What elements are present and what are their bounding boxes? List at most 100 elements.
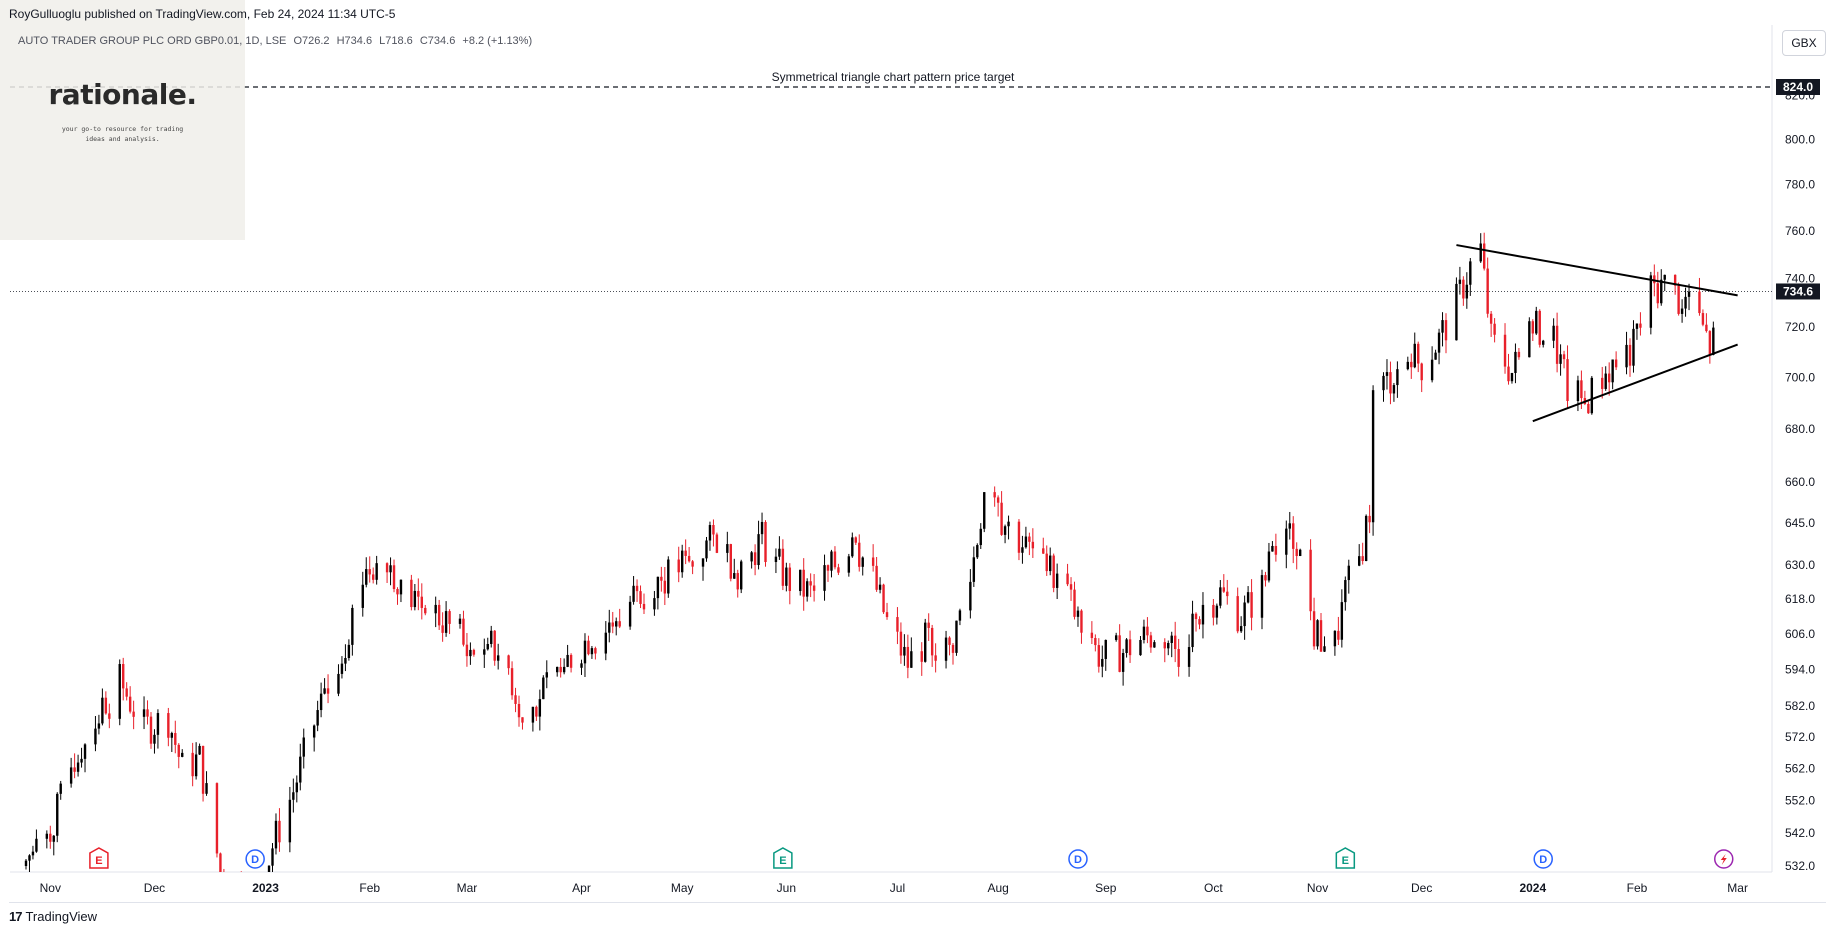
earnings-event-icon bbox=[773, 847, 793, 869]
tradingview-footer-logo[interactable]: 17 TradingView bbox=[9, 909, 97, 924]
candle-down bbox=[1462, 279, 1465, 299]
candle-down bbox=[826, 565, 830, 571]
candle-up bbox=[1680, 308, 1684, 314]
candle-up bbox=[1288, 523, 1291, 529]
candle-down bbox=[1562, 354, 1566, 360]
candle-up bbox=[337, 673, 340, 694]
candle-down bbox=[1614, 359, 1618, 368]
candle-down bbox=[875, 565, 878, 590]
candle-down bbox=[424, 607, 427, 614]
candle-down bbox=[371, 574, 375, 580]
earnings-event-letter: E bbox=[1342, 855, 1349, 867]
candle-up bbox=[59, 783, 62, 794]
candle-up bbox=[1285, 528, 1288, 555]
candle-up bbox=[205, 783, 208, 794]
candle-up bbox=[1333, 630, 1337, 647]
candle-down bbox=[1507, 366, 1510, 382]
candle-down bbox=[996, 497, 1000, 503]
candle-down bbox=[1701, 313, 1705, 325]
candle-up bbox=[1385, 372, 1389, 376]
candle-down bbox=[1080, 610, 1083, 633]
candle-up bbox=[76, 762, 80, 772]
candle-down bbox=[764, 521, 767, 563]
candle-down bbox=[146, 709, 149, 717]
candle-down bbox=[368, 569, 371, 575]
candle-down bbox=[1045, 553, 1048, 572]
candle-down bbox=[1222, 587, 1226, 592]
candle-up bbox=[1684, 296, 1687, 309]
candle-up bbox=[983, 492, 986, 529]
last-price-badge bbox=[1776, 283, 1820, 300]
candle-up bbox=[823, 565, 826, 591]
candle-up bbox=[156, 713, 160, 735]
candle-down bbox=[240, 878, 242, 908]
time-tick-label: Feb bbox=[359, 881, 380, 895]
candle-down bbox=[660, 576, 663, 581]
candle-up bbox=[1465, 284, 1469, 299]
candle-down bbox=[1705, 324, 1708, 332]
candle-up bbox=[486, 643, 489, 650]
candle-down bbox=[1656, 283, 1659, 304]
candle-down bbox=[396, 589, 399, 595]
candle-up bbox=[295, 782, 299, 793]
tradingview-icon: 17 bbox=[9, 909, 23, 924]
candle-down bbox=[1368, 515, 1371, 523]
candle-down bbox=[1538, 310, 1541, 345]
candle-up bbox=[944, 637, 948, 661]
candle-down bbox=[1069, 584, 1073, 590]
candle-up bbox=[1239, 626, 1243, 632]
candle-down bbox=[1198, 619, 1201, 625]
candle-up bbox=[1649, 275, 1653, 328]
time-tick-label: Jun bbox=[777, 881, 796, 895]
candle-up bbox=[28, 855, 31, 861]
candle-up bbox=[194, 754, 198, 777]
candle-down bbox=[49, 833, 52, 842]
candle-up bbox=[955, 620, 958, 653]
dividend-event-icon bbox=[245, 849, 265, 869]
price-tick-label: 680.0 bbox=[1785, 422, 1815, 436]
candle-up bbox=[632, 585, 635, 602]
candle-up bbox=[1219, 587, 1222, 606]
candle-down bbox=[1073, 589, 1076, 617]
time-tick-label: Mar bbox=[457, 881, 478, 895]
candle-up bbox=[976, 545, 979, 558]
candle-up bbox=[399, 579, 403, 595]
candle-up bbox=[1604, 373, 1607, 389]
candles-group bbox=[24, 232, 1715, 908]
candle-up bbox=[361, 584, 364, 608]
candle-up bbox=[760, 521, 764, 535]
candle-down bbox=[691, 561, 694, 567]
candle-up bbox=[774, 556, 778, 563]
candle-down bbox=[1517, 351, 1521, 358]
symbol-name[interactable]: AUTO TRADER GROUP PLC ORD GBP0.01, 1D, L… bbox=[18, 35, 287, 47]
candle-down bbox=[1212, 604, 1215, 618]
candle-down bbox=[1698, 291, 1701, 314]
candle-up bbox=[1479, 243, 1482, 262]
candle-up bbox=[181, 752, 184, 757]
candle-down bbox=[1503, 334, 1507, 367]
candle-down bbox=[1639, 323, 1642, 328]
price-tick-label: 780.0 bbox=[1785, 178, 1815, 192]
price-tick-label: 606.0 bbox=[1785, 627, 1815, 641]
candle-down bbox=[927, 622, 930, 628]
time-tick-label: Sep bbox=[1095, 881, 1117, 895]
time-tick-label: 2023 bbox=[252, 881, 279, 895]
lightning-icon bbox=[1720, 854, 1727, 865]
candle-up bbox=[1632, 328, 1635, 366]
currency-button[interactable]: GBX bbox=[1782, 30, 1826, 56]
candle-up bbox=[1660, 279, 1663, 304]
candle-down bbox=[1017, 521, 1021, 553]
candle-down bbox=[837, 567, 840, 573]
candle-up bbox=[1215, 605, 1219, 618]
candle-up bbox=[312, 725, 316, 738]
candle-down bbox=[1052, 555, 1055, 588]
candle-up bbox=[1344, 580, 1347, 603]
candle-up bbox=[705, 540, 708, 559]
candle-down bbox=[951, 644, 955, 653]
candle-up bbox=[288, 799, 292, 843]
candle-down bbox=[729, 544, 732, 579]
logo-tagline-line-1: your go-to resource for trading bbox=[61, 125, 184, 133]
ohlc-high: H734.6 bbox=[336, 35, 373, 47]
candle-down bbox=[521, 717, 524, 723]
